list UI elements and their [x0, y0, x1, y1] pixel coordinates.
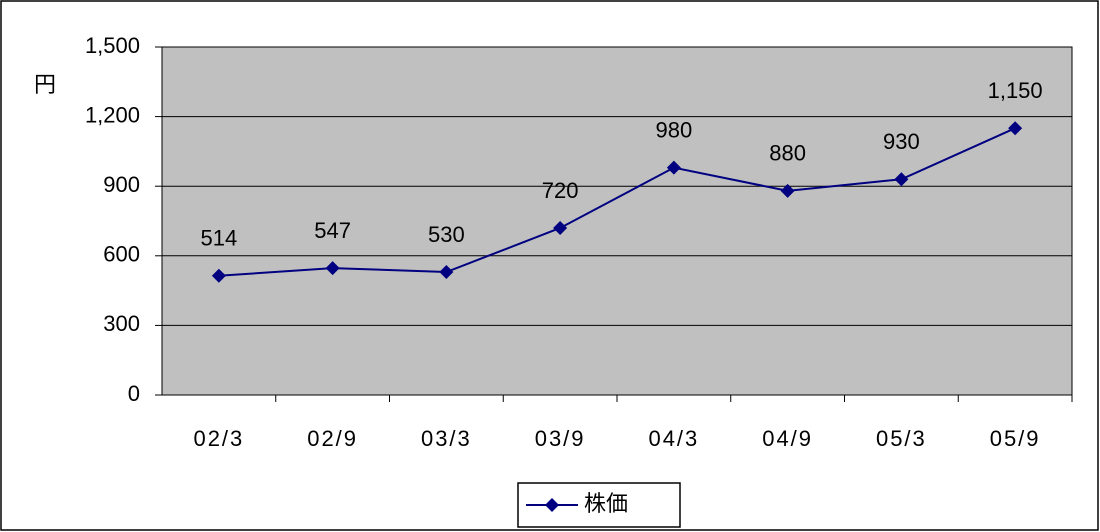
data-point	[894, 172, 909, 187]
x-tick-label: 03/9	[535, 426, 586, 451]
y-tick-label: 1,200	[85, 102, 140, 127]
data-point	[325, 261, 340, 276]
y-axis-label: 円	[34, 72, 56, 97]
y-tick-label: 300	[103, 311, 140, 336]
series-line	[218, 127, 1016, 277]
data-label: 980	[656, 117, 693, 142]
x-tick-label: 03/3	[421, 426, 472, 451]
y-tick-label: 900	[103, 172, 140, 197]
plot-area	[161, 46, 1073, 396]
data-label: 530	[428, 222, 465, 247]
data-point	[780, 183, 795, 198]
data-point	[666, 160, 681, 175]
legend-label: 株価	[584, 491, 628, 516]
x-tick-label: 05/3	[876, 426, 927, 451]
y-tick-label: 600	[103, 242, 140, 267]
data-point	[553, 220, 568, 235]
legend-marker	[545, 498, 559, 512]
data-label: 514	[201, 226, 238, 251]
data-label: 880	[769, 141, 806, 166]
x-tick-label: 04/3	[648, 426, 699, 451]
y-tick-label: 0	[128, 381, 140, 406]
data-label: 930	[883, 129, 920, 154]
x-tick-label: 02/9	[307, 426, 358, 451]
data-label: 547	[314, 218, 351, 243]
x-tick-label: 05/9	[990, 426, 1041, 451]
data-point	[211, 268, 226, 283]
data-point	[439, 265, 454, 280]
data-label: 720	[542, 178, 579, 203]
data-point	[1008, 121, 1023, 136]
data-label: 1,150	[988, 78, 1043, 103]
y-tick-label: 1,500	[85, 33, 140, 58]
x-tick-label: 04/9	[762, 426, 813, 451]
x-tick-label: 02/3	[193, 426, 244, 451]
